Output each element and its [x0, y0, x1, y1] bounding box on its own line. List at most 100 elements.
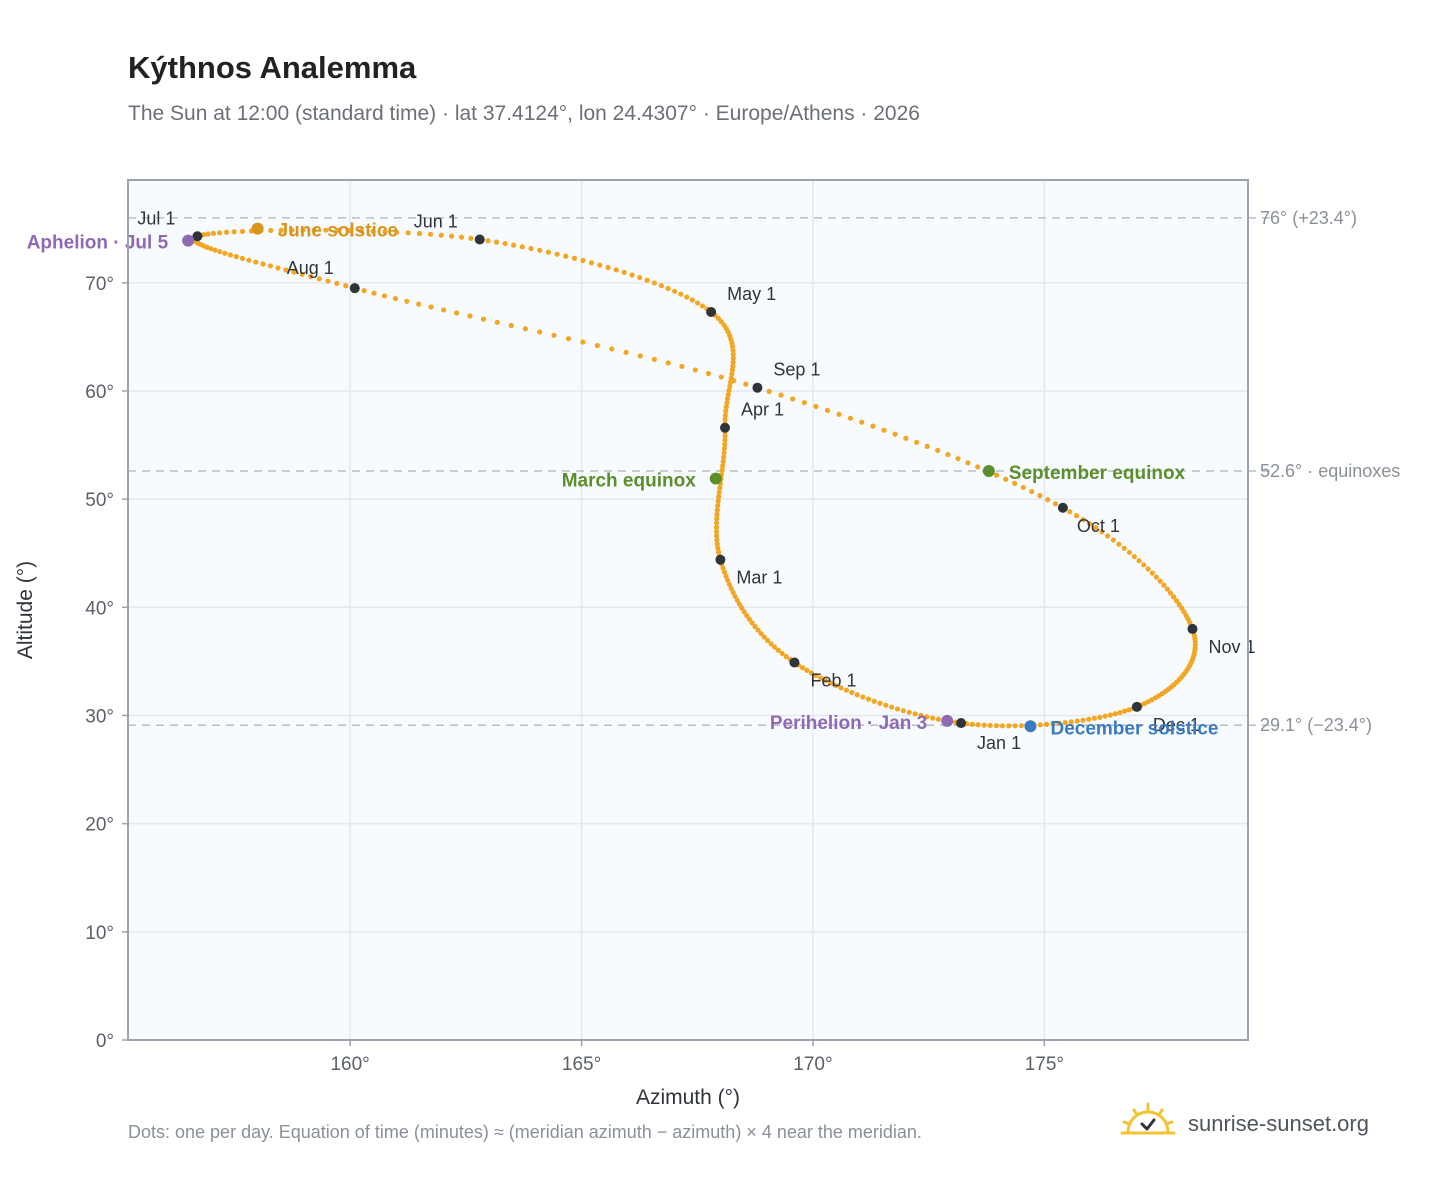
month-label: Mar 1: [736, 568, 782, 588]
y-tick-label: 70°: [85, 274, 114, 295]
day-dot: [405, 230, 411, 236]
day-dot: [609, 346, 615, 352]
day-dot: [965, 460, 971, 466]
day-dot: [715, 502, 721, 509]
day-dot: [672, 288, 678, 294]
day-dot: [715, 498, 721, 504]
day-dot: [758, 630, 764, 637]
day-dot: [658, 283, 664, 289]
day-dot: [713, 520, 720, 526]
day-dot: [597, 262, 603, 268]
event-label: September equinox: [1009, 463, 1186, 484]
day-dot: [725, 577, 731, 583]
day-dot: [721, 445, 728, 452]
plot-frame: [127, 179, 1249, 1041]
x-tick-label: 170°: [793, 1054, 832, 1075]
day-dot: [1161, 582, 1167, 588]
day-dot: [764, 637, 771, 644]
month-marker: [715, 554, 726, 565]
day-dot: [1107, 712, 1113, 718]
y-tick-label: 60°: [85, 382, 114, 403]
day-dot: [755, 627, 761, 633]
day-dot: [729, 367, 736, 373]
month-label: Jul 1: [137, 208, 175, 228]
day-dot: [714, 533, 720, 539]
day-dot: [1086, 716, 1092, 722]
day-dot: [722, 441, 728, 447]
month-marker: [1187, 623, 1198, 634]
day-dot: [717, 485, 723, 491]
day-dot: [1012, 723, 1018, 729]
day-dot: [1173, 598, 1180, 604]
day-dot: [718, 374, 724, 380]
day-dot: [684, 294, 690, 300]
day-dot: [222, 250, 228, 256]
day-dot: [1121, 545, 1127, 551]
month-label: Nov 1: [1208, 637, 1255, 657]
day-dot: [694, 300, 701, 306]
reference-line-label: 29.1° (−23.4°): [1260, 715, 1372, 735]
day-dot: [563, 253, 569, 259]
event-label: June solstice: [278, 221, 398, 242]
day-dot: [267, 263, 273, 269]
day-dot: [823, 677, 829, 684]
day-dot: [613, 267, 619, 273]
day-dot: [651, 356, 657, 362]
day-dot: [743, 381, 749, 387]
y-tick-label: 50°: [85, 490, 114, 511]
day-dot: [1020, 484, 1026, 491]
day-dot: [752, 623, 758, 630]
day-dot: [382, 229, 388, 235]
x-tick-label: 165°: [562, 1054, 601, 1075]
day-dot: [1099, 529, 1105, 535]
day-dot: [799, 665, 806, 671]
day-dot: [231, 229, 237, 235]
day-dot: [818, 675, 824, 681]
footnote: Dots: one per day. Equation of time (min…: [128, 1122, 922, 1142]
day-dot: [722, 416, 728, 423]
day-dot: [716, 489, 722, 495]
brand-logo[interactable]: sunrise-sunset.org: [1120, 1100, 1369, 1148]
day-dot: [454, 310, 460, 316]
month-label: Jun 1: [414, 211, 458, 231]
day-dot: [987, 722, 993, 729]
x-axis-title: Azimuth (°): [636, 1086, 740, 1109]
day-dot: [935, 716, 942, 722]
day-dot: [975, 464, 981, 470]
day-dot: [772, 644, 778, 650]
reference-line-label: 76° (+23.4°): [1260, 208, 1357, 228]
day-dot: [871, 698, 877, 704]
day-dot: [1149, 570, 1155, 576]
day-dot: [730, 589, 736, 596]
day-dot: [847, 415, 854, 421]
day-dot: [1080, 717, 1086, 723]
day-dot: [906, 709, 912, 715]
month-label: Aug 1: [287, 258, 334, 278]
day-dot: [1073, 513, 1080, 519]
day-dot: [480, 316, 487, 322]
day-dot: [278, 227, 284, 233]
day-dot: [715, 549, 722, 555]
day-dot: [692, 367, 698, 373]
day-dot: [580, 257, 586, 264]
day-dot: [522, 326, 528, 332]
chart-title: Kýthnos Analemma: [128, 50, 417, 85]
day-dot: [721, 454, 727, 460]
day-dot: [1062, 720, 1068, 726]
day-dot: [734, 597, 740, 603]
day-dot: [1136, 558, 1142, 564]
day-dot: [323, 227, 329, 233]
day-dot: [416, 230, 423, 237]
day-dot: [713, 528, 720, 535]
event-marker: [709, 472, 722, 485]
sun-check-icon: [1120, 1102, 1176, 1135]
day-dot: [246, 257, 252, 263]
day-dot: [537, 329, 543, 335]
day-dot: [233, 254, 239, 260]
day-dot: [914, 439, 920, 445]
y-axis-title: Altitude (°): [14, 561, 37, 659]
day-dot: [813, 672, 819, 679]
day-dot: [722, 433, 728, 439]
day-dot: [623, 349, 629, 355]
day-dot: [605, 264, 611, 271]
